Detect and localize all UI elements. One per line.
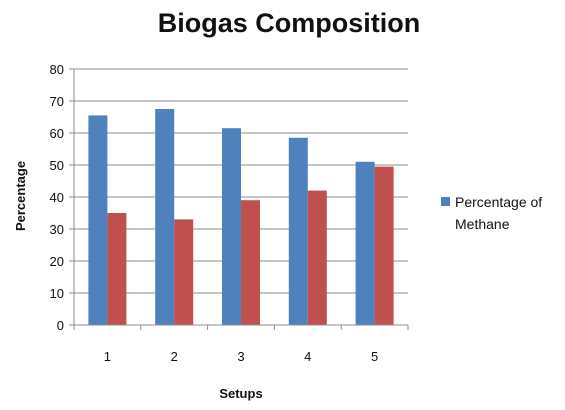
bar-series-2-setup-3: [241, 200, 260, 325]
x-tick-labels: 1 2 3 4 5: [104, 349, 378, 364]
bar-series-1-setup-3: [222, 128, 241, 325]
legend-swatch-methane: [441, 197, 450, 206]
x-tick-label: 2: [171, 349, 178, 364]
x-tick-label: 1: [104, 349, 111, 364]
y-tick-label: 20: [50, 254, 64, 269]
y-tick-label: 10: [50, 286, 64, 301]
bar-series-1-setup-1: [88, 115, 108, 326]
bar-series-2-setup-5: [374, 166, 394, 325]
bars: [88, 109, 394, 326]
y-tick-label: 40: [50, 190, 64, 205]
y-tick-label: 80: [50, 62, 64, 77]
bar-series-2-setup-1: [107, 213, 127, 325]
bar-series-2-setup-4: [307, 190, 327, 325]
chart-title: Biogas Composition: [158, 8, 421, 38]
legend: Percentage of Methane: [441, 194, 542, 232]
y-tick-labels: 0 10 20 30 40 50 60 70 80: [50, 62, 64, 333]
y-tick-label: 0: [57, 318, 64, 333]
bar-series-1-setup-4: [288, 137, 308, 325]
legend-label-line-1: Percentage of: [455, 194, 542, 210]
x-tick-label: 5: [371, 349, 378, 364]
x-tick-label: 3: [237, 349, 244, 364]
bar-series-1-setup-5: [355, 161, 375, 325]
bar-series-2-setup-2: [174, 219, 194, 325]
bar-series-1-setup-2: [155, 109, 175, 325]
y-tick-label: 50: [50, 158, 64, 173]
legend-label-line-2: Methane: [455, 216, 510, 232]
x-tick-label: 4: [304, 349, 311, 364]
x-axis-title: Setups: [219, 386, 262, 401]
y-tick-label: 70: [50, 94, 64, 109]
y-tick-label: 30: [50, 222, 64, 237]
y-tick-label: 60: [50, 126, 64, 141]
y-axis-title: Percentage: [13, 161, 28, 231]
